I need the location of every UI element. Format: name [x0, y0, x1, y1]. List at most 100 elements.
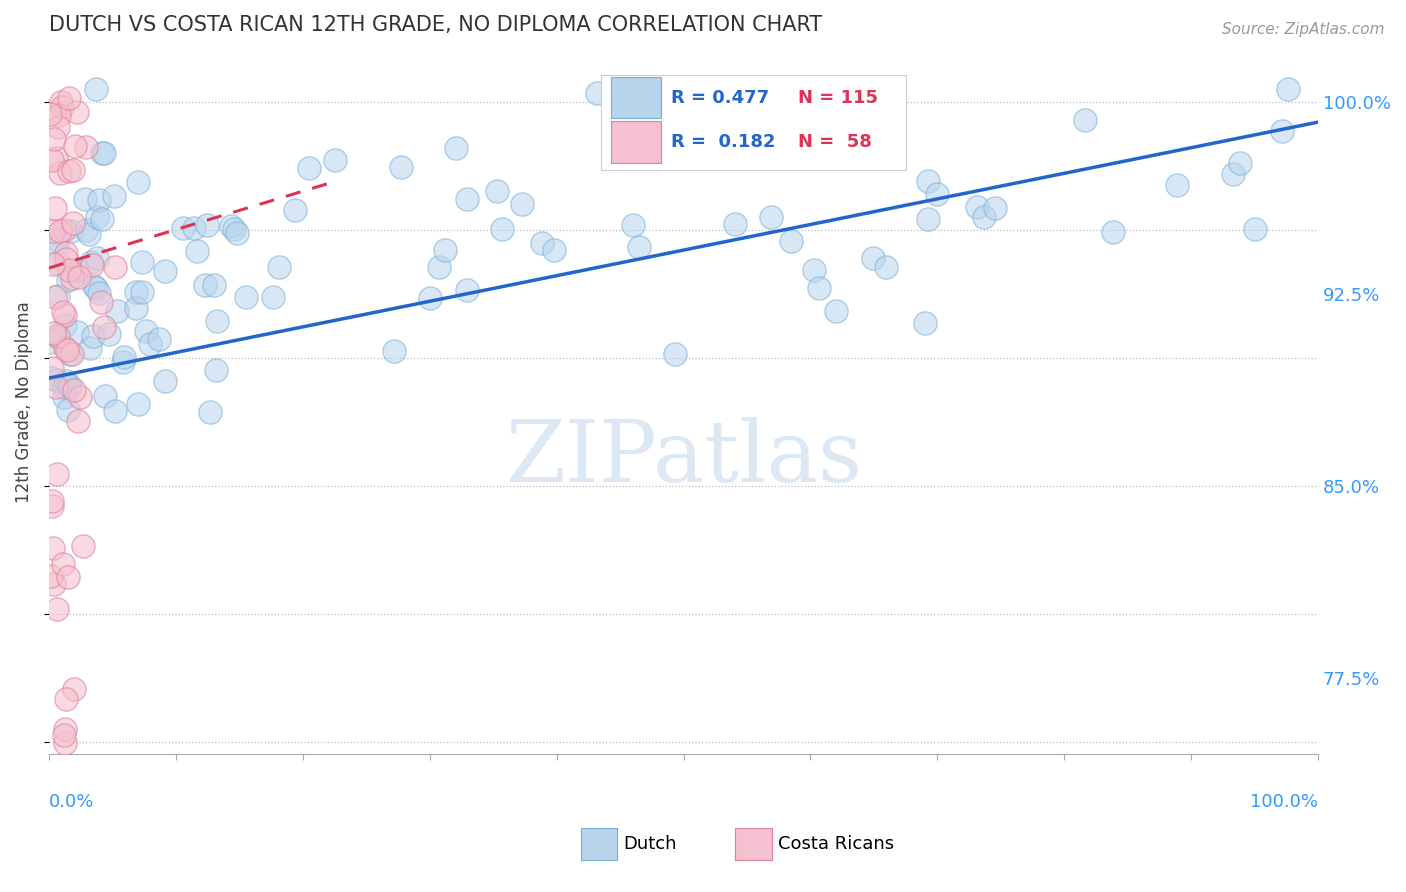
- Point: [86, 251, 108, 265]
- Point: [1229, 156, 1251, 170]
- Point: [262, 290, 284, 304]
- Point: [45, 151, 67, 165]
- Point: [48, 108, 70, 122]
- Text: R =  0.182: R = 0.182: [671, 133, 775, 151]
- Text: DUTCH VS COSTA RICAN 12TH GRADE, NO DIPLOMA CORRELATION CHART: DUTCH VS COSTA RICAN 12TH GRADE, NO DIPL…: [49, 15, 823, 35]
- Point: [724, 218, 747, 232]
- Text: N =  58: N = 58: [797, 133, 872, 151]
- Point: [391, 160, 413, 174]
- Point: [284, 202, 307, 217]
- Point: [842, 82, 865, 96]
- Point: [224, 222, 246, 236]
- Point: [427, 260, 450, 274]
- Point: [382, 343, 405, 358]
- Text: Dutch: Dutch: [623, 835, 676, 853]
- Point: [111, 354, 134, 368]
- Point: [55, 252, 77, 267]
- Point: [45, 329, 67, 343]
- Point: [42, 541, 65, 555]
- Point: [127, 175, 149, 189]
- Point: [63, 682, 86, 697]
- Point: [58, 402, 80, 417]
- Point: [55, 246, 77, 260]
- Point: [45, 380, 67, 394]
- Point: [267, 260, 290, 274]
- Point: [1073, 113, 1095, 128]
- Point: [621, 219, 644, 233]
- FancyBboxPatch shape: [600, 75, 905, 170]
- Point: [53, 380, 76, 394]
- Point: [862, 148, 884, 162]
- Point: [153, 264, 176, 278]
- Point: [531, 235, 554, 250]
- Point: [803, 262, 825, 277]
- Point: [875, 260, 897, 274]
- Point: [862, 252, 884, 266]
- Point: [543, 244, 565, 258]
- Point: [131, 285, 153, 299]
- Point: [112, 350, 135, 364]
- Point: [53, 735, 76, 749]
- Point: [49, 95, 72, 109]
- Point: [75, 223, 97, 237]
- Point: [45, 232, 67, 246]
- Point: [759, 210, 782, 224]
- Point: [46, 602, 69, 616]
- Point: [93, 320, 115, 334]
- Point: [58, 273, 80, 287]
- Point: [77, 227, 100, 241]
- Point: [41, 153, 63, 168]
- Y-axis label: 12th Grade, No Diploma: 12th Grade, No Diploma: [15, 301, 32, 503]
- Text: ZIPatlas: ZIPatlas: [505, 417, 862, 500]
- Point: [202, 278, 225, 293]
- Point: [200, 405, 222, 419]
- Point: [155, 374, 177, 388]
- Point: [824, 124, 846, 138]
- Point: [226, 227, 249, 241]
- Point: [75, 140, 97, 154]
- Point: [456, 283, 478, 297]
- Point: [925, 186, 948, 201]
- Point: [52, 223, 75, 237]
- Point: [91, 145, 114, 160]
- Point: [917, 212, 939, 227]
- Point: [41, 361, 63, 376]
- Point: [55, 308, 77, 322]
- Point: [491, 221, 513, 235]
- Point: [42, 131, 65, 145]
- Point: [1166, 178, 1188, 193]
- Point: [53, 722, 76, 736]
- Point: [55, 692, 77, 706]
- Text: N = 115: N = 115: [797, 88, 877, 107]
- Point: [485, 184, 508, 198]
- Point: [55, 343, 77, 358]
- Point: [66, 263, 89, 277]
- Point: [183, 221, 205, 235]
- Point: [42, 223, 65, 237]
- Point: [46, 328, 69, 343]
- Point: [46, 289, 69, 303]
- Point: [60, 271, 83, 285]
- Point: [46, 120, 69, 135]
- Point: [84, 82, 107, 96]
- Point: [56, 569, 79, 583]
- Point: [83, 279, 105, 293]
- Point: [98, 327, 121, 342]
- Point: [39, 335, 62, 350]
- Point: [42, 326, 65, 341]
- Point: [984, 201, 1007, 215]
- Point: [58, 164, 80, 178]
- Point: [235, 290, 257, 304]
- Point: [53, 341, 76, 355]
- Point: [39, 107, 62, 121]
- Point: [49, 166, 72, 180]
- Point: [914, 316, 936, 330]
- Point: [53, 318, 76, 332]
- Point: [80, 258, 103, 272]
- Point: [419, 291, 441, 305]
- Point: [69, 390, 91, 404]
- Point: [41, 371, 63, 385]
- Point: [966, 200, 988, 214]
- Point: [510, 197, 533, 211]
- Point: [917, 174, 939, 188]
